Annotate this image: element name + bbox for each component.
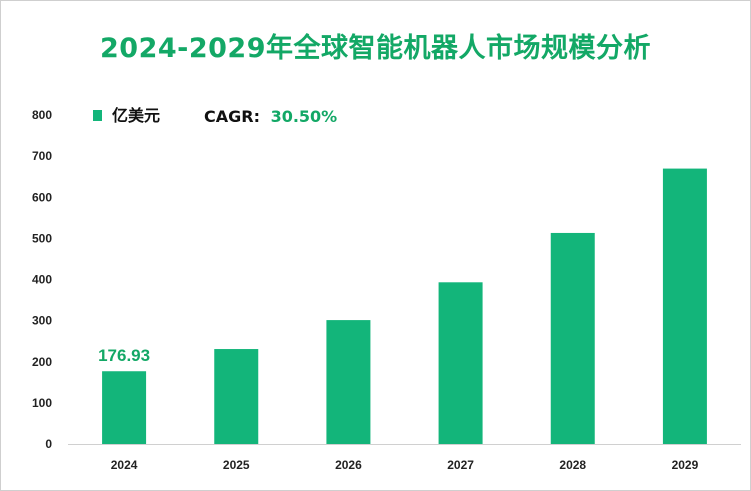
x-tick-label-2028: 2028 [559, 458, 586, 472]
cagr-value: 30.50% [271, 107, 338, 126]
bar-2028 [550, 232, 595, 444]
legend-swatch [93, 110, 102, 121]
y-tick-label: 400 [32, 273, 52, 287]
y-tick-label: 500 [32, 231, 52, 245]
x-tick-label-2027: 2027 [447, 458, 474, 472]
x-tick-label-2025: 2025 [223, 458, 250, 472]
bar-2027 [438, 282, 483, 444]
bars [102, 168, 707, 444]
bar-2025 [214, 349, 259, 444]
cagr-label: CAGR: 30.50% [204, 107, 337, 126]
bar-2029 [662, 168, 707, 444]
y-tick-label: 300 [32, 314, 52, 328]
y-tick-label: 700 [32, 149, 52, 163]
y-tick-label: 0 [45, 437, 52, 451]
legend-label-yiyuan: 亿美元 [112, 106, 160, 125]
x-tick-label-2026: 2026 [335, 458, 362, 472]
bar-2026 [326, 320, 371, 444]
chart-title: 2024-2029年全球智能机器人市场规模分析 [100, 33, 651, 64]
y-tick-label: 600 [32, 190, 52, 204]
y-tick-label: 200 [32, 355, 52, 369]
x-axis-ticks: 2024 2025 2026 2027 2028 2029 [111, 458, 699, 472]
x-tick-label-2024: 2024 [111, 458, 138, 472]
y-tick-label: 800 [32, 108, 52, 122]
legend: 亿美元 CAGR: 30.50% [93, 106, 337, 126]
y-axis-ticks: 0 100 200 300 400 500 600 700 800 [32, 108, 52, 451]
data-label-2024: 176.93 [98, 346, 150, 365]
y-tick-label: 100 [32, 396, 52, 410]
cagr-label-text: CAGR: [204, 107, 260, 126]
data-labels: 176.93 [98, 346, 150, 365]
x-tick-label-2029: 2029 [672, 458, 699, 472]
bar-2024 [102, 371, 147, 444]
